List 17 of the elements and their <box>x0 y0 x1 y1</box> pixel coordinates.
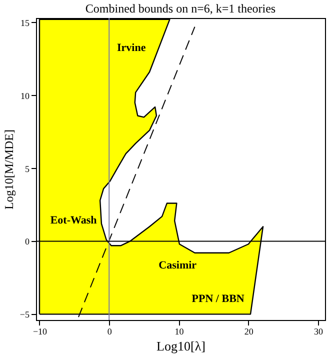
x-tick-label: 10 <box>174 326 184 336</box>
annotation: Eot-Wash <box>50 214 97 226</box>
annotation: PPN / BBN <box>192 292 244 305</box>
x-tick-label: 30 <box>314 326 324 336</box>
y-tick-label: 0 <box>25 236 30 247</box>
x-tick-label: 0 <box>107 326 112 336</box>
chart-title: Combined bounds on n=6, k=1 theories <box>85 2 276 16</box>
annotation: Casimir <box>158 260 197 272</box>
annotation: Irvine <box>117 42 146 54</box>
y-axis-title: Log10[M/MDE] <box>2 130 16 210</box>
y-tick-label: −5 <box>20 310 30 320</box>
y-tick-label: 15 <box>20 18 30 28</box>
y-tick-label: 10 <box>20 90 30 101</box>
x-tick-label: −10 <box>32 326 48 336</box>
y-tick-label: 5 <box>25 164 30 174</box>
x-tick-label: 20 <box>244 326 254 336</box>
x-axis-title: Log10[λ] <box>156 338 206 354</box>
